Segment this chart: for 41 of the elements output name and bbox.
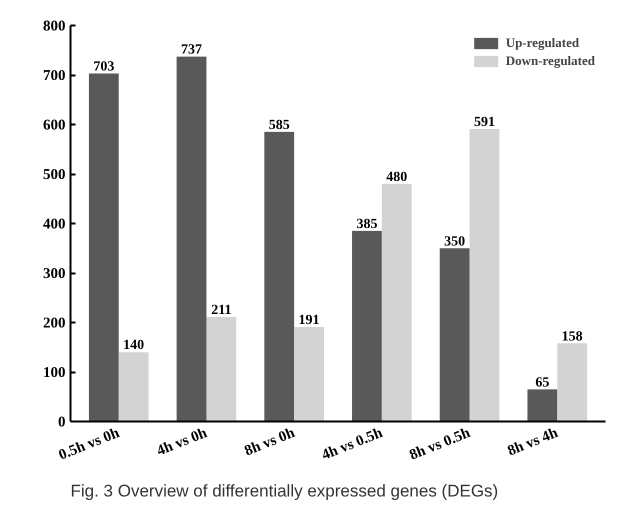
bar (264, 132, 294, 422)
caption: Fig. 3 Overview of differentially expressed genes (DEGs) (70, 482, 498, 500)
bar (352, 230, 382, 422)
data-label: 585 (268, 118, 290, 133)
x-tick-label: 8h vs 4h (506, 424, 561, 460)
bar (470, 128, 500, 422)
legend-label: Down-regulated (506, 53, 595, 69)
data-label: 65 (535, 375, 550, 390)
data-label: 737 (181, 42, 202, 58)
x-tick-label: 8h vs 0.5h (407, 424, 474, 464)
bar (557, 343, 588, 422)
data-label: 211 (211, 303, 232, 318)
bar (382, 184, 412, 422)
legend-label: Up-regulated (506, 35, 580, 51)
bar (440, 248, 470, 422)
data-label: 591 (474, 114, 495, 130)
y-tick-label: 400 (43, 216, 66, 232)
data-label: 350 (444, 234, 466, 250)
x-tick-label: 4h vs 0h (154, 424, 210, 460)
x-tick-label: 4h vs 0.5h (320, 424, 386, 464)
bar (206, 317, 236, 422)
data-label: 191 (298, 312, 320, 328)
data-label: 480 (386, 170, 408, 185)
data-label: 158 (562, 329, 583, 344)
y-tick-label: 100 (43, 365, 66, 381)
x-tick-label: 8h vs 0h (242, 424, 298, 460)
y-tick-label: 700 (43, 68, 66, 84)
y-tick-label: 800 (43, 18, 66, 34)
bar (176, 56, 206, 422)
bar (88, 74, 119, 422)
y-tick-label: 200 (43, 316, 66, 332)
bar (294, 326, 324, 422)
y-tick-label: 0 (58, 414, 66, 430)
y-tick-label: 300 (43, 266, 66, 282)
y-tick-label: 600 (43, 118, 66, 134)
bar (118, 352, 149, 422)
data-label: 385 (356, 216, 378, 232)
bar (527, 389, 558, 422)
y-tick-label: 500 (43, 167, 66, 183)
data-label: 703 (93, 60, 114, 75)
data-label: 140 (123, 338, 144, 354)
